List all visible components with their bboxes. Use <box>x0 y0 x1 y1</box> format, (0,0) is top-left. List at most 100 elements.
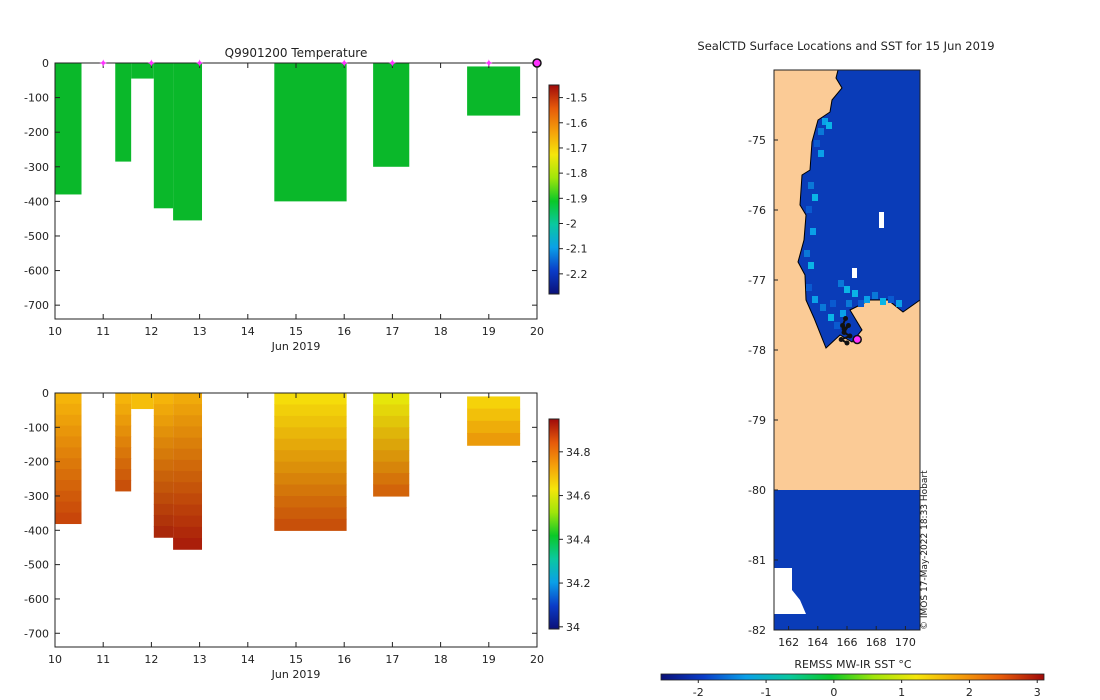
colorbar-strip <box>548 418 560 630</box>
sst-cell <box>806 284 812 291</box>
y-tick-label: -500 <box>24 559 49 572</box>
temperature-profile-4 <box>153 63 174 209</box>
salinity-layer <box>274 393 347 406</box>
y-tick-label: 0 <box>42 387 49 400</box>
salinity-layer <box>115 393 132 405</box>
missing-data-cell <box>852 268 857 278</box>
salinity-layer <box>274 495 347 509</box>
y-tick-label: -400 <box>24 195 49 208</box>
lat-tick-label: -78 <box>748 344 766 357</box>
salinity-layer <box>173 404 203 416</box>
x-tick-label: 12 <box>144 325 158 338</box>
colorbar-tick-label: -1.6 <box>566 117 587 130</box>
salinity-layer <box>173 482 203 494</box>
salinity-layer <box>153 415 174 427</box>
salinity-layer <box>153 503 174 516</box>
salinity-layer <box>153 492 174 505</box>
salinity-layer <box>274 473 347 486</box>
profile-marker: ✦ <box>340 57 349 70</box>
salinity-profile-7 <box>373 393 410 497</box>
colorbar-tick-label: -1.8 <box>566 167 587 180</box>
x-tick-label: 16 <box>337 653 351 666</box>
salinity-layer <box>173 471 203 483</box>
profile-marker: ✦ <box>99 57 108 70</box>
x-tick-label: 10 <box>48 325 62 338</box>
y-tick-label: -300 <box>24 161 49 174</box>
profile-marker: ✦ <box>388 57 397 70</box>
sst-cell <box>812 194 818 201</box>
sst-cell <box>830 300 836 307</box>
salinity-layer <box>373 450 410 463</box>
sst-colorbar-tick-label: 3 <box>1034 686 1041 699</box>
salinity-layer <box>373 404 410 417</box>
seal-location <box>841 330 847 335</box>
seal-location <box>845 323 851 328</box>
salinity-profile-3 <box>131 393 154 410</box>
sst-cell <box>880 298 886 305</box>
sst-cell <box>812 296 818 303</box>
salinity-layer <box>55 447 82 459</box>
colorbar-strip <box>548 84 560 295</box>
colorbar-tick-label: -2.2 <box>566 268 587 281</box>
y-tick-label: -100 <box>24 421 49 434</box>
profile-marker: ✦ <box>484 57 493 70</box>
colorbar-tick-label: -1.7 <box>566 142 587 155</box>
sst-colorbar-tick-label: 1 <box>898 686 905 699</box>
ross-sea-ocean <box>797 69 921 349</box>
lon-tick-label: 164 <box>807 636 828 649</box>
x-tick-label: 13 <box>193 653 207 666</box>
salinity-layer <box>153 426 174 438</box>
end-marker <box>532 58 542 68</box>
sst-cell <box>858 300 864 307</box>
latest-location-marker <box>852 334 862 345</box>
sst-cell <box>814 140 820 147</box>
salinity-layer <box>55 479 82 492</box>
lat-tick-label: -75 <box>748 134 766 147</box>
salinity-layer <box>115 403 132 416</box>
lon-tick-label: 170 <box>895 636 916 649</box>
temperature-title: Q9901200 Temperature <box>225 46 368 60</box>
salinity-layer <box>115 458 132 470</box>
x-tick-label: 18 <box>434 653 448 666</box>
sst-cell <box>846 300 852 307</box>
salinity-layer <box>173 493 203 506</box>
sst-colorbar-tick-label: 0 <box>830 686 837 699</box>
salinity-layer <box>274 450 347 463</box>
salinity-profile-4 <box>153 393 174 538</box>
salinity-layer <box>373 393 410 406</box>
salinity-layer <box>274 518 347 531</box>
salinity-profile-2 <box>115 393 132 492</box>
salinity-layer <box>115 447 132 459</box>
salinity-layer <box>55 490 82 503</box>
temperature-profiles <box>55 63 521 221</box>
sst-colorbar-tick-label: -2 <box>693 686 704 699</box>
salinity-layer <box>55 458 82 470</box>
lat-tick-label: -82 <box>748 624 766 637</box>
y-tick-label: -700 <box>24 627 49 640</box>
salinity-layer <box>153 470 174 483</box>
x-tick-label: 17 <box>385 325 399 338</box>
salinity-layer <box>55 425 82 438</box>
temperature-colorbar: -1.5 -1.6 -1.7 -1.8 -1.9 -2 -2.1 -2.2 <box>548 84 587 295</box>
salinity-layer <box>153 448 174 461</box>
seal-location <box>838 337 844 342</box>
sst-cell <box>822 118 828 125</box>
salinity-xlabel: Jun 2019 <box>271 668 321 681</box>
salinity-layer <box>115 436 132 448</box>
salinity-layer <box>115 479 132 492</box>
colorbar-tick-label: 34.4 <box>566 533 591 546</box>
sst-cell <box>806 206 812 213</box>
salinity-layer <box>173 515 203 528</box>
colorbar-tick-label: -2.1 <box>566 243 587 256</box>
temperature-panel: Q9901200 Temperature 10 11 12 13 14 15 16 17 18 1… <box>24 46 587 353</box>
sst-cell <box>818 128 824 135</box>
sst-cell <box>808 182 814 189</box>
salinity-profile-8 <box>467 396 521 446</box>
salinity-layer <box>115 469 132 481</box>
sst-cell <box>896 300 902 307</box>
sst-cell <box>852 290 858 297</box>
salinity-layer <box>55 403 82 416</box>
sst-cell <box>818 150 824 157</box>
sst-colorbar-tick-label: -1 <box>761 686 772 699</box>
y-tick-label: -200 <box>24 456 49 469</box>
